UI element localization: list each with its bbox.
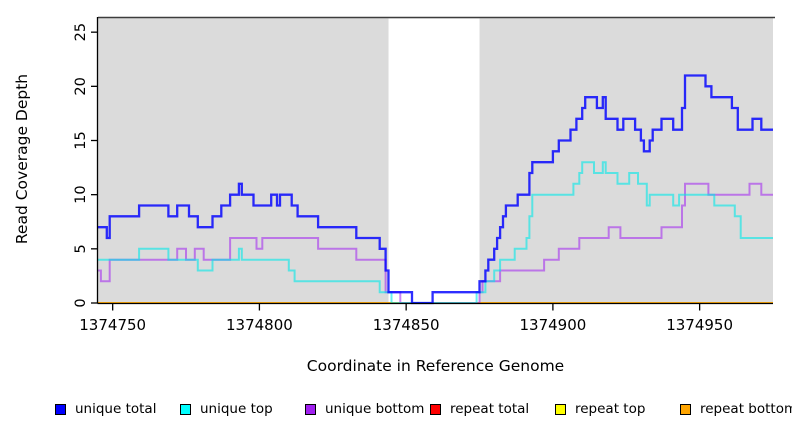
series-unique-top [98, 161, 773, 304]
x-tick-label: 1374850 [373, 316, 440, 334]
gap-region [388, 18, 480, 303]
y-tick-label: 25 [73, 23, 89, 41]
y-tick-label: 20 [73, 77, 89, 95]
series-unique-total [98, 74, 773, 305]
series-unique-bottom [98, 182, 773, 304]
y-tick-label: 10 [73, 185, 89, 203]
x-axis-title: Coordinate in Reference Genome [306, 357, 565, 375]
y-tick-label: 5 [73, 244, 89, 253]
x-tick-label: 1374750 [79, 316, 146, 334]
y-axis-title: Read Coverage Depth [13, 73, 31, 245]
x-tick-label: 1374800 [226, 316, 293, 334]
y-tick-label: 15 [73, 131, 89, 149]
x-tick-label: 1374950 [666, 316, 733, 334]
x-tick-label: 1374900 [519, 316, 586, 334]
y-tick-label: 0 [73, 298, 89, 307]
